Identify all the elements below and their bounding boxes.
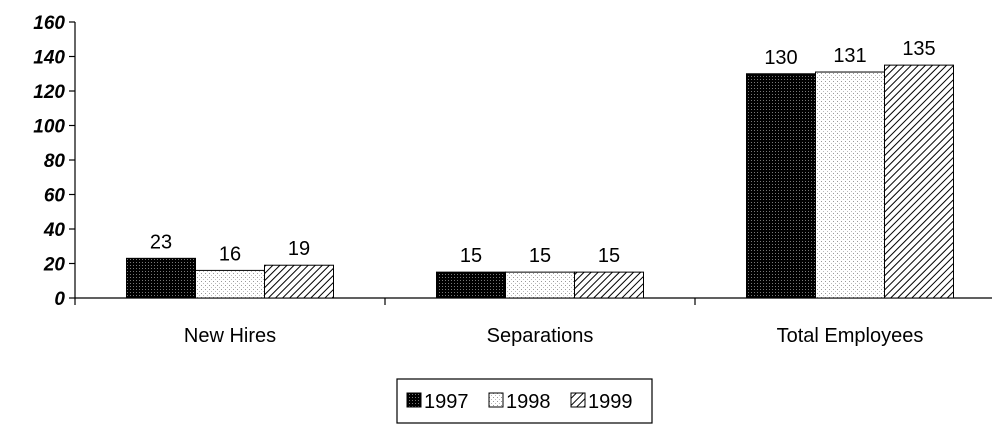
legend-swatch-1997 bbox=[406, 392, 422, 408]
bar-1997-0 bbox=[126, 257, 196, 299]
legend-label: 1999 bbox=[588, 391, 633, 413]
data-label: 16 bbox=[219, 243, 241, 265]
y-tick-label: 40 bbox=[43, 220, 66, 241]
y-tick-label: 20 bbox=[43, 255, 66, 276]
data-label: 15 bbox=[460, 245, 482, 267]
legend-swatch-1999 bbox=[570, 392, 586, 408]
x-category-label: New Hires bbox=[184, 325, 276, 347]
data-label: 135 bbox=[902, 38, 935, 60]
y-tick-label: 0 bbox=[54, 289, 65, 310]
y-tick-label: 160 bbox=[33, 13, 65, 34]
y-tick-label: 60 bbox=[44, 186, 66, 207]
bar-1998-1 bbox=[505, 271, 575, 299]
legend: 1997 1998 1999 bbox=[396, 378, 653, 424]
data-label: 130 bbox=[764, 47, 797, 69]
y-tick-label: 120 bbox=[33, 82, 65, 103]
bar-1998-0 bbox=[195, 269, 265, 299]
legend-label: 1997 bbox=[424, 391, 469, 413]
y-tick-label: 80 bbox=[44, 151, 66, 172]
bar-1997-2 bbox=[746, 73, 816, 299]
data-label: 15 bbox=[598, 245, 620, 267]
legend-swatch-1998 bbox=[488, 392, 504, 408]
y-tick-label: 100 bbox=[33, 117, 65, 138]
x-category-label: Total Employees bbox=[777, 325, 924, 347]
bar-1999-0 bbox=[264, 264, 334, 299]
bar-1998-2 bbox=[815, 71, 885, 299]
y-tick-label: 140 bbox=[33, 48, 65, 69]
data-label: 19 bbox=[288, 238, 310, 260]
legend-box bbox=[396, 378, 653, 424]
data-label: 15 bbox=[529, 245, 551, 267]
bar-1999-1 bbox=[574, 271, 644, 299]
x-category-label: Separations bbox=[487, 325, 594, 347]
data-label: 23 bbox=[150, 231, 172, 253]
legend-label: 1998 bbox=[506, 391, 551, 413]
bar-1999-2 bbox=[884, 64, 954, 299]
data-label: 131 bbox=[833, 45, 866, 67]
plot-area: 0 20 40 60 80 100 120 140 160 23 16 19 New Hires 15 15… bbox=[33, 13, 992, 347]
bar-1997-1 bbox=[436, 271, 506, 299]
